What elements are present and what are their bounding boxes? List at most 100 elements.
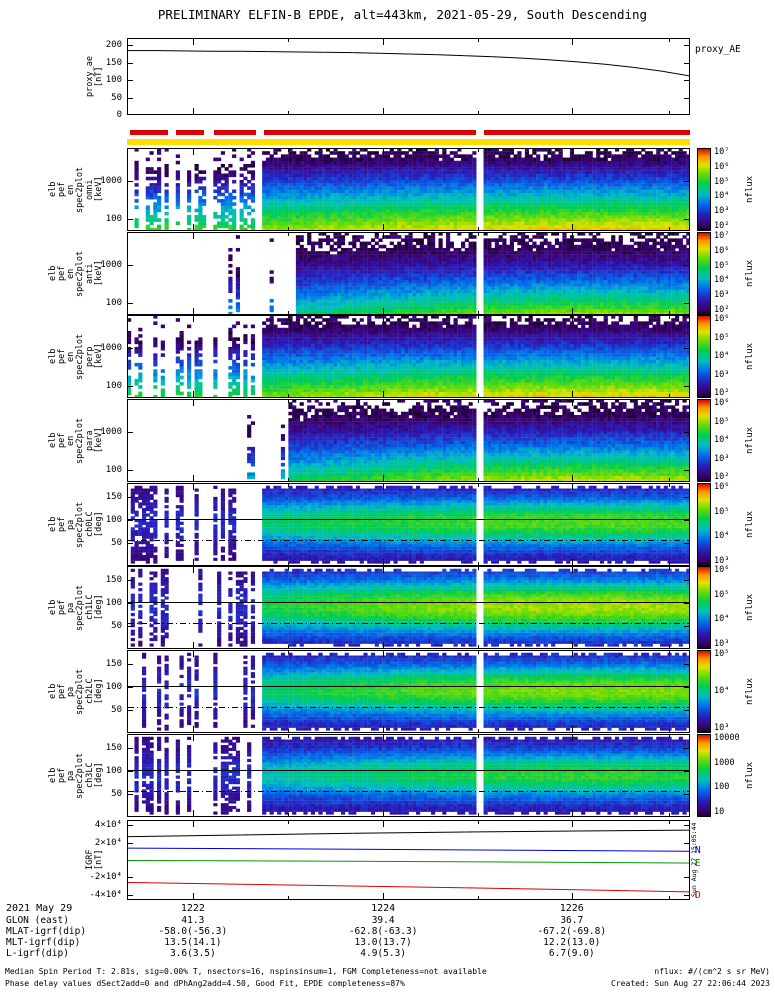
colorbar-tick-label: 10³	[714, 556, 730, 566]
colorbar-tick-label: 10⁵	[714, 176, 730, 187]
footer-right-block: nflux: #/(cm^2 s sr MeV) Created: Sun Au…	[611, 966, 770, 989]
colorbar-tick-label: 10⁶	[714, 245, 730, 256]
y-tick-label: -2×10⁴	[89, 872, 122, 883]
line-plot-canvas	[127, 38, 690, 115]
spectrogram-canvas	[127, 232, 690, 315]
red-availability-segment	[483, 130, 690, 135]
spectrogram-canvas	[127, 399, 690, 482]
yellow-availability-bar	[127, 139, 690, 145]
colorbar-tick-label: 10⁴	[714, 435, 730, 445]
colorbar-gradient	[697, 315, 711, 398]
colorbar-gradient	[697, 650, 711, 733]
y-axis-label-line: [nT]	[93, 849, 104, 871]
panel-elb_pef_en_spec2plot_perp: elb pef en spec2plot perp [keV] 1000 100 10⁶ 10⁵ 1…	[0, 315, 775, 398]
panel-elb_pef_en_spec2plot_para: elb pef en spec2plot para [keV] 1000 100 10⁶ 10⁵ 1…	[0, 399, 775, 482]
footer-notes: Median Spin Period T: 2.81s, sig=0.00% T…	[0, 966, 775, 992]
colorbar-gradient	[697, 734, 711, 817]
y-tick-label: 1000	[100, 259, 122, 270]
y-tick-label: 100	[105, 597, 122, 608]
axis-row-meta-2: MLT-igrf(dip) 13.5(14.1) 13.0(13.7) 12.2(13…	[0, 937, 775, 948]
axis-row-value: 6.7(9.0)	[548, 948, 595, 959]
panel-elb_pef_pa_spec2plot_ch1LC: elb pef pa spec2plot ch1LC [deg] 150 100 50 10⁶ 10…	[0, 566, 775, 649]
y-tick-label: 150	[105, 574, 122, 585]
line-plot-canvas	[127, 820, 690, 900]
igrf-component-label-D: D	[695, 890, 701, 902]
y-tick-label: 100	[105, 298, 122, 309]
colorbar-tick-label: 10⁴	[714, 351, 730, 361]
igrf-component-label-E: E	[695, 857, 701, 869]
colorbar-tick-label: 10⁶	[714, 482, 730, 492]
panel-proxy_ae: proxy_ae [nT] 200 150 100 50 0 proxy_AE	[0, 38, 775, 120]
footer-left-block: Median Spin Period T: 2.81s, sig=0.00% T…	[5, 966, 487, 989]
colorbar-tick-label: 10⁶	[714, 565, 730, 575]
colorbar-tick-label: 10⁵	[714, 260, 730, 271]
colorbar-title: nflux	[745, 593, 755, 622]
colorbar-tick-label: 10⁴	[714, 531, 730, 542]
colorbar-tick-label: 1000	[714, 757, 735, 768]
colorbar-tick-label: 10³	[714, 369, 730, 380]
y-tick-label: 100	[105, 765, 122, 776]
axis-row-label: 2021 May 29	[6, 903, 73, 914]
panel-igrf: IGRF [nT] 4×10⁴ 2×10⁴ -2×10⁴ -4×10⁴ N E D Sun Aug…	[0, 820, 775, 902]
y-tick-label: 0	[116, 110, 122, 120]
red-availability-segment	[263, 130, 477, 135]
colorbar-tick-label: 10³	[714, 723, 730, 733]
colorbar-title: nflux	[745, 259, 755, 288]
y-tick-label: 150	[105, 658, 122, 669]
colorbar-tick-label: 10³	[714, 290, 730, 301]
y-tick-label: 50	[111, 788, 122, 799]
colorbar-title: nflux	[745, 342, 755, 371]
panel-elb_pef_en_spec2plot_omni: elb pef en spec2plot omni [keV] 1000 100 10⁷ 10⁶ 1…	[0, 148, 775, 231]
colorbar-gradient	[697, 483, 711, 566]
panel-elb_pef_pa_spec2plot_ch2LC: elb pef pa spec2plot ch2LC [deg] 150 100 50 10⁵ 10…	[0, 650, 775, 733]
axis-row-time: 2021 May 29 1222 1224 1226	[0, 903, 775, 914]
plot-title: PRELIMINARY ELFIN-B EPDE, alt=443km, 202…	[157, 7, 648, 22]
colorbar-tick-label: 10⁶	[714, 161, 730, 172]
panel-elb_pef_pa_spec2plot_ch0LC: elb pef pa spec2plot ch0LC [deg] 150 100 50 10⁶ 10…	[0, 483, 775, 566]
colorbar-tick-label: 10²	[714, 305, 730, 315]
y-tick-label: 1000	[100, 342, 122, 353]
colorbar-tick-label: 10²	[714, 472, 730, 482]
colorbar-tick-label: 10⁴	[714, 614, 730, 625]
axis-row-value: 12.2(13.0)	[543, 937, 601, 948]
colorbar-tick-label: 10⁴	[714, 686, 730, 696]
red-availability-segment	[175, 130, 205, 135]
footer-phase-delay-line: Phase delay values dSect2add=0 and dPhAn…	[5, 978, 405, 988]
colorbar-tick-label: 10⁴	[714, 191, 730, 202]
x-tick-label: 1226	[559, 903, 584, 914]
y-tick-label: 4×10⁴	[94, 820, 122, 831]
axis-row-value: -67.2(-69.8)	[537, 926, 607, 937]
spectrogram-canvas	[127, 148, 690, 231]
spectrogram-canvas	[127, 734, 690, 817]
colorbar-gradient	[697, 566, 711, 649]
axis-row-meta-0: GLON (east) 41.3 39.4 36.7	[0, 915, 775, 926]
colorbar-tick-label: 10⁴	[714, 275, 730, 286]
axis-row-value: 36.7	[560, 915, 584, 926]
colorbar-tick-label: 10²	[714, 221, 730, 231]
creation-timestamp-vertical: Sun Aug 27 15:05:44	[690, 822, 698, 898]
colorbar-tick-label: 10⁵	[714, 506, 730, 517]
spectrogram-canvas	[127, 566, 690, 649]
y-tick-label: 50	[111, 537, 122, 548]
axis-row-meta-3: L-igrf(dip) 3.6(3.5) 4.9(5.3) 6.7(9.0)	[0, 948, 775, 959]
colorbar-tick-label: 10²	[714, 388, 730, 398]
y-tick-label: 150	[105, 742, 122, 753]
colorbar-tick-label: 10³	[714, 453, 730, 464]
axis-row-value: 3.6(3.5)	[169, 948, 216, 959]
colorbar-tick-label: 10000	[714, 733, 740, 743]
y-tick-label: 100	[105, 681, 122, 692]
spectrogram-canvas	[127, 315, 690, 398]
axis-row-value: 13.5(14.1)	[164, 937, 222, 948]
colorbar-tick-label: 10⁵	[714, 332, 730, 343]
axis-row-value: 39.4	[371, 915, 395, 926]
axis-row-value: 41.3	[181, 915, 205, 926]
y-tick-label: 1000	[100, 175, 122, 186]
y-tick-label: 1000	[100, 426, 122, 437]
x-tick-label: 1224	[371, 903, 396, 914]
y-tick-label: 50	[111, 92, 122, 103]
colorbar-title: nflux	[745, 175, 755, 204]
colorbar-title: nflux	[745, 677, 755, 706]
red-availability-segment	[129, 130, 169, 135]
